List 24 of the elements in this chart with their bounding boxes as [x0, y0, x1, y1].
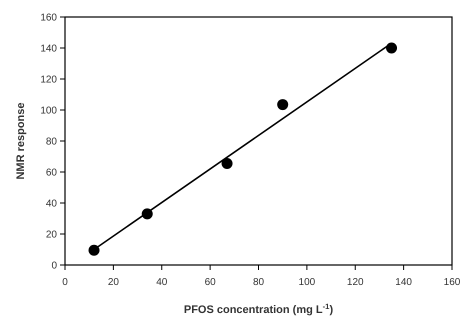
x-tick-label: 160	[444, 277, 461, 288]
point	[386, 42, 398, 54]
x-tick-label: 20	[108, 277, 120, 288]
x-tick-label: 0	[62, 277, 68, 288]
x-tick-label: 140	[395, 277, 412, 288]
y-tick-label: 60	[46, 168, 58, 178]
y-tick-label: 80	[46, 136, 58, 148]
y-tick-label: 0	[51, 260, 58, 272]
y-tick-label: 100	[40, 106, 58, 116]
x-tick-label: 40	[156, 277, 168, 288]
x-tick-label: 80	[252, 277, 264, 288]
x-axis-title: PFOS concentration (mg L$^{-1}$)	[184, 302, 334, 316]
x-tick-label: 100	[298, 277, 316, 288]
x-tick-label: 120	[346, 277, 364, 288]
y-tick-label: 140	[40, 44, 58, 54]
point	[222, 158, 233, 169]
y-tick-label: 20	[46, 230, 58, 240]
y-tick-label: 40	[46, 198, 58, 210]
x-tick-label: 60	[204, 277, 216, 288]
y-tick-label: 120	[40, 74, 58, 86]
point	[88, 244, 100, 256]
y-axis-title: NMR response	[15, 102, 27, 180]
point	[277, 99, 288, 110]
y-tick-label: 160	[40, 12, 58, 24]
